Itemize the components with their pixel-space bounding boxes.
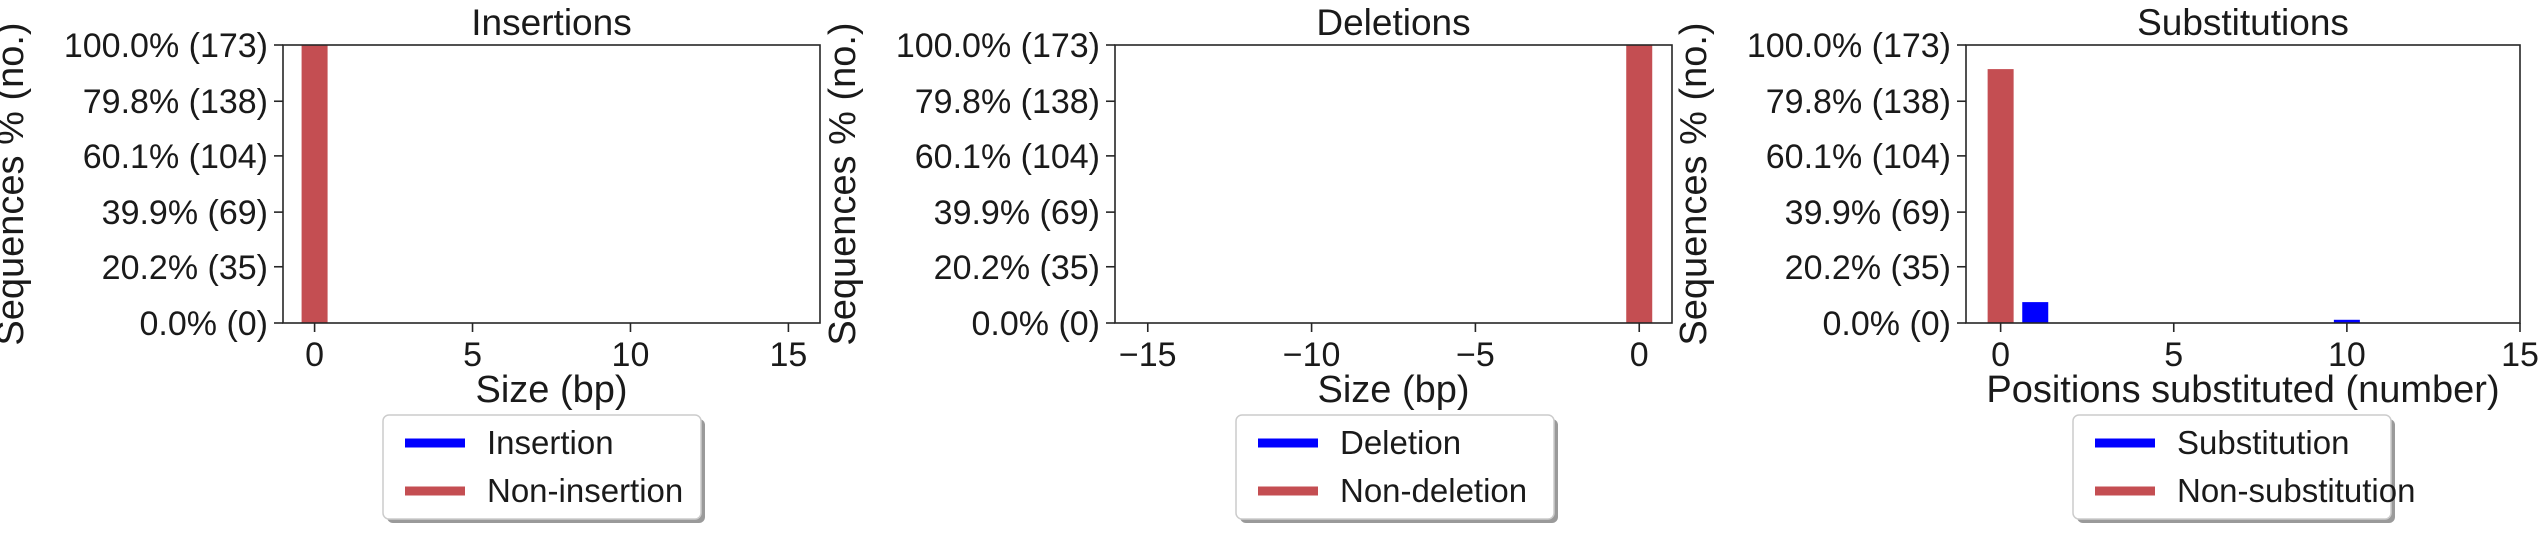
y-tick-label: 0.0% (0) — [140, 305, 269, 343]
y-tick-label: 20.2% (35) — [102, 249, 268, 287]
bar-modified-0 — [2022, 302, 2049, 323]
x-tick-label: −10 — [1283, 336, 1341, 374]
bar-unmodified-0 — [1626, 45, 1653, 323]
legend-label: Non-insertion — [487, 472, 683, 509]
y-tick-label: 60.1% (104) — [83, 138, 268, 176]
x-tick-label: 10 — [2328, 336, 2366, 374]
x-tick-label: 15 — [2501, 336, 2539, 374]
x-axis-label: Size (bp) — [475, 369, 627, 411]
y-tick-label: 39.9% (69) — [1785, 194, 1951, 232]
y-tick-label: 60.1% (104) — [1766, 138, 1951, 176]
y-axis-label: Sequences % (no.) — [0, 22, 32, 345]
chart-panel-1: 0.0% (0) 20.2% (35) 39.9% (69) 60.1% (104) 7… — [0, 2, 821, 523]
x-tick-label: 0 — [1630, 336, 1649, 374]
x-tick-label: 15 — [769, 336, 807, 374]
x-tick-label: 0 — [1991, 336, 2010, 374]
plot-frame — [282, 44, 821, 324]
bar-modified-1 — [2333, 319, 2360, 323]
legend-label: Non-substitution — [2177, 472, 2415, 509]
y-tick-label: 79.8% (138) — [1766, 83, 1951, 121]
x-tick-label: 5 — [2164, 336, 2183, 374]
chart-title: Deletions — [1316, 2, 1470, 43]
y-axis-label: Sequences % (no.) — [822, 22, 864, 345]
x-tick-label: 10 — [612, 336, 650, 374]
x-tick-label: −5 — [1456, 336, 1495, 374]
y-tick-label: 0.0% (0) — [972, 305, 1101, 343]
plot-frame — [1114, 44, 1673, 324]
legend: Deletion Non-deletion — [1235, 414, 1558, 523]
y-tick-label: 60.1% (104) — [915, 138, 1100, 176]
x-tick-label: 0 — [305, 336, 324, 374]
bar-unmodified-0 — [301, 45, 328, 323]
y-tick-label: 39.9% (69) — [102, 194, 268, 232]
y-tick-label: 79.8% (138) — [83, 83, 268, 121]
y-tick-label: 100.0% (173) — [1747, 27, 1951, 65]
chart-title: Substitutions — [2137, 2, 2349, 43]
y-tick-label: 20.2% (35) — [1785, 249, 1951, 287]
legend-label: Insertion — [487, 424, 614, 461]
y-tick-label: 79.8% (138) — [915, 83, 1100, 121]
chart-title: Insertions — [471, 2, 631, 43]
legend-label: Substitution — [2177, 424, 2349, 461]
y-tick-label: 0.0% (0) — [1823, 305, 1952, 343]
y-tick-label: 20.2% (35) — [934, 249, 1100, 287]
chart-panel-3: 0.0% (0) 20.2% (35) 39.9% (69) 60.1% (104) 7… — [1673, 2, 2539, 523]
y-tick-label: 100.0% (173) — [64, 27, 268, 65]
legend: Substitution Non-substitution — [2072, 414, 2415, 523]
x-axis-label: Size (bp) — [1317, 369, 1469, 411]
legend-label: Non-deletion — [1340, 472, 1527, 509]
plot-frame — [1965, 44, 2521, 324]
x-axis-label: Positions substituted (number) — [1986, 369, 2499, 411]
y-axis-label: Sequences % (no.) — [1673, 22, 1715, 345]
x-tick-label: −15 — [1119, 336, 1177, 374]
legend: Insertion Non-insertion — [382, 414, 705, 523]
y-tick-label: 39.9% (69) — [934, 194, 1100, 232]
chart-panel-2: 0.0% (0) 20.2% (35) 39.9% (69) 60.1% (104) 7… — [822, 2, 1673, 523]
bar-unmodified-0 — [1987, 69, 2014, 323]
legend-label: Deletion — [1340, 424, 1461, 461]
y-tick-label: 100.0% (173) — [896, 27, 1100, 65]
x-tick-label: 5 — [463, 336, 482, 374]
